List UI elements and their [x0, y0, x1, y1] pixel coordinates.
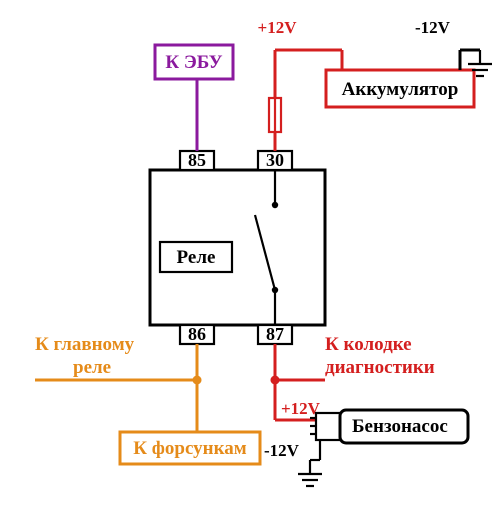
- pump-connector: [316, 413, 340, 440]
- diag-label2: диагностики: [325, 357, 435, 378]
- relay-pin-label-87: 87: [266, 324, 284, 344]
- injectors-label: К форсункам: [133, 438, 247, 459]
- battery-minus-label: -12V: [415, 18, 451, 37]
- relay-pin-label-85: 85: [188, 150, 206, 170]
- pump-minus-label: -12V: [264, 441, 300, 460]
- relay-pin-label-86: 86: [188, 324, 206, 344]
- battery-label: Аккумулятор: [342, 79, 459, 100]
- battery-plus-label: +12V: [258, 18, 298, 37]
- relay-switch-top-dot: [272, 202, 278, 208]
- pump-label: Бензонасос: [352, 416, 448, 437]
- pump-plus-label: +12V: [281, 399, 321, 418]
- relay-label: Реле: [177, 247, 216, 268]
- relay-pin-label-30: 30: [266, 150, 284, 170]
- mainrelay-label2: реле: [73, 357, 111, 378]
- diag-node: [271, 376, 280, 385]
- mainrelay-label1: К главному: [35, 334, 135, 355]
- ecu-label: К ЭБУ: [165, 52, 222, 73]
- diag-label1: К колодке: [325, 334, 412, 355]
